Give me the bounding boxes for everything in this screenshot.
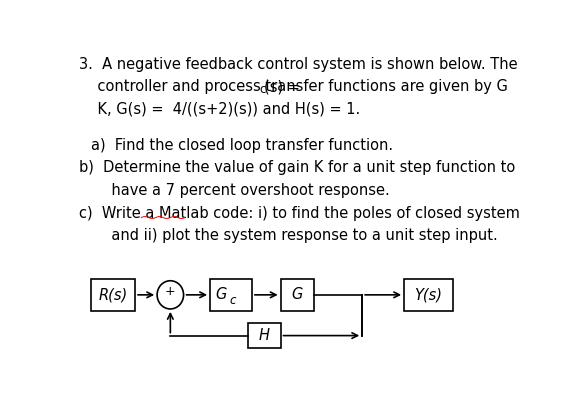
Text: +: + bbox=[164, 285, 175, 298]
Text: c: c bbox=[230, 294, 236, 307]
FancyBboxPatch shape bbox=[91, 279, 135, 311]
FancyBboxPatch shape bbox=[281, 279, 314, 311]
FancyBboxPatch shape bbox=[248, 323, 281, 348]
Text: G: G bbox=[291, 287, 303, 302]
FancyBboxPatch shape bbox=[404, 279, 452, 311]
Text: Y(s): Y(s) bbox=[414, 287, 442, 302]
Text: c: c bbox=[259, 83, 265, 96]
Text: (s) =: (s) = bbox=[264, 79, 300, 94]
Text: K, G(s) =  4/((s+2)(s)) and H(s) = 1.: K, G(s) = 4/((s+2)(s)) and H(s) = 1. bbox=[79, 102, 360, 117]
Text: a)  Find the closed loop transfer function.: a) Find the closed loop transfer functio… bbox=[91, 138, 393, 153]
Text: H: H bbox=[258, 328, 270, 343]
Text: have a 7 percent overshoot response.: have a 7 percent overshoot response. bbox=[79, 183, 390, 198]
Text: c)  Write a Matlab code: i) to find the poles of closed system: c) Write a Matlab code: i) to find the p… bbox=[79, 206, 520, 221]
Text: and ii) plot the system response to a unit step input.: and ii) plot the system response to a un… bbox=[79, 228, 498, 243]
Text: b)  Determine the value of gain K for a unit step function to: b) Determine the value of gain K for a u… bbox=[79, 160, 516, 175]
Text: R(s): R(s) bbox=[98, 287, 127, 302]
FancyBboxPatch shape bbox=[210, 279, 252, 311]
Text: controller and process transfer functions are given by G: controller and process transfer function… bbox=[79, 79, 508, 94]
Text: G: G bbox=[215, 287, 226, 302]
Text: 3.  A negative feedback control system is shown below. The: 3. A negative feedback control system is… bbox=[79, 57, 518, 72]
